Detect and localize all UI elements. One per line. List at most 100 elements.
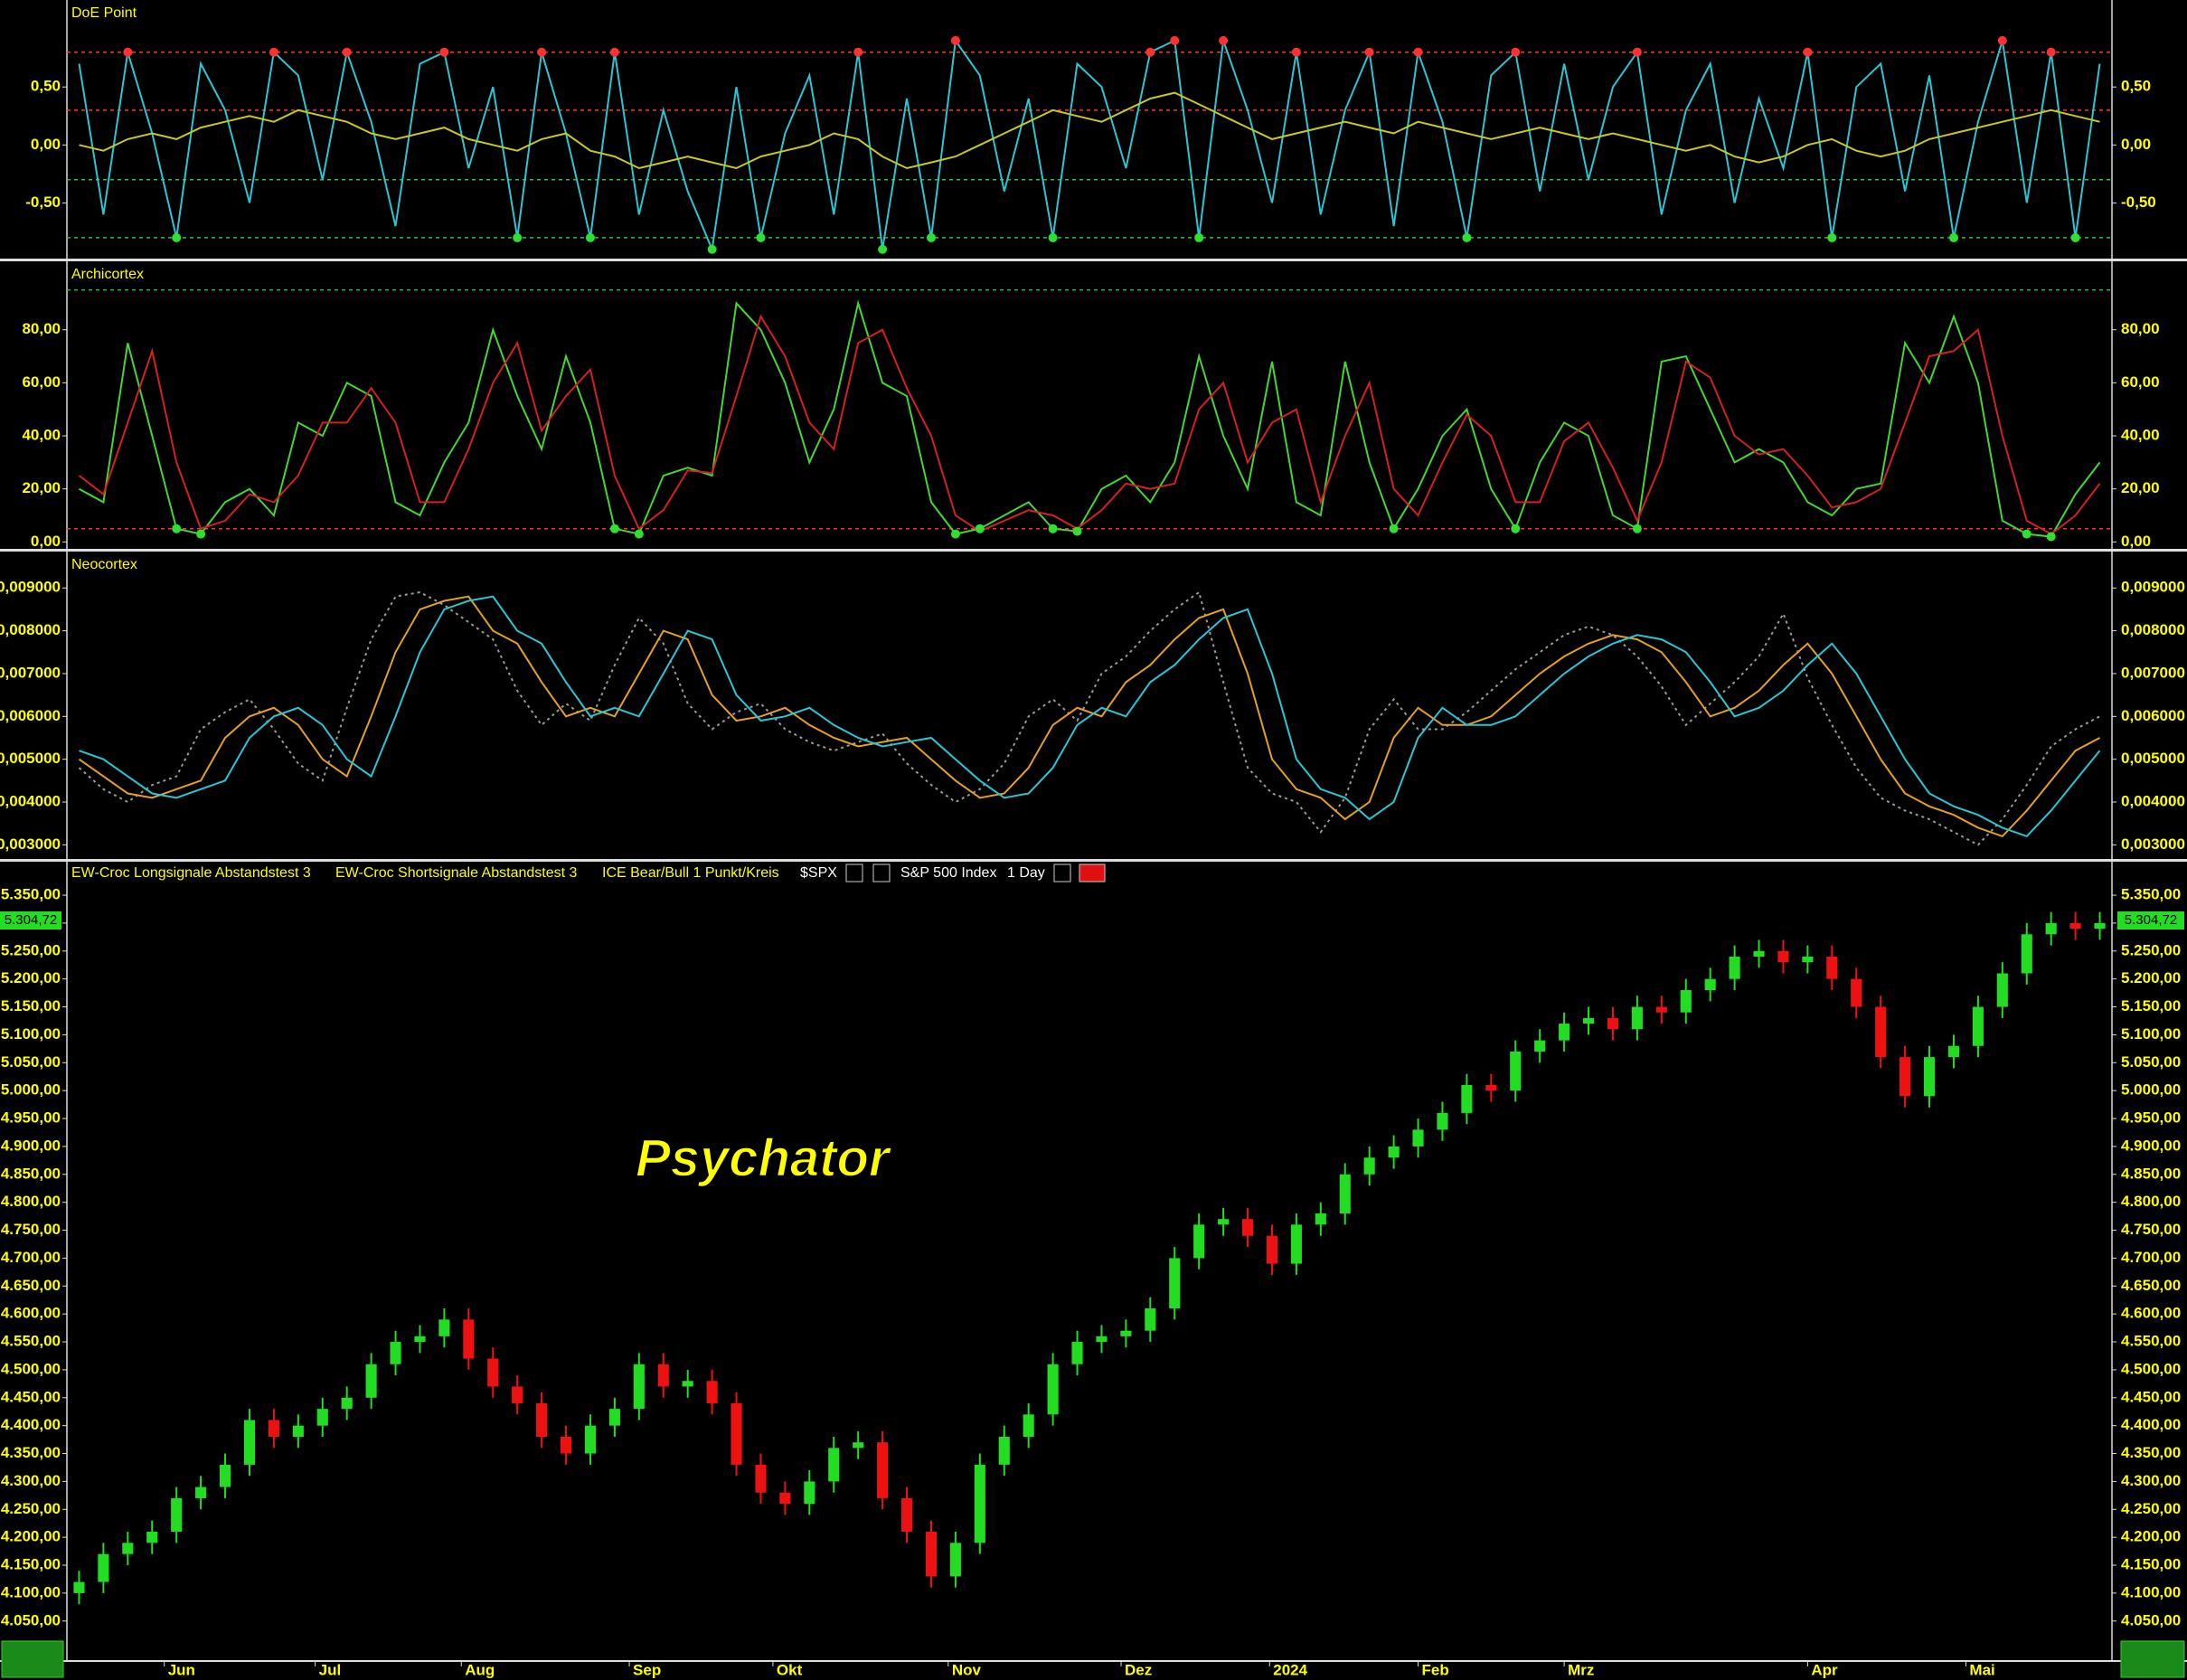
y-tick-label: 40,00 xyxy=(2121,427,2160,444)
y-tick-label: 0,008000 xyxy=(0,621,61,638)
y-tick-label: 5.100,00 xyxy=(1,1025,61,1043)
y-tick-label: 0,005000 xyxy=(0,750,61,767)
candle-body xyxy=(512,1386,523,1403)
candle-body xyxy=(1266,1235,1278,1264)
candle-body xyxy=(1193,1224,1205,1259)
signal-dot xyxy=(1219,35,1229,45)
signal-dot xyxy=(513,232,523,242)
candle-body xyxy=(1241,1219,1254,1236)
candle-body xyxy=(1851,978,1862,1007)
candle-body xyxy=(1461,1084,1473,1113)
signal-dot xyxy=(269,47,278,57)
y-tick-label: 5.350,00 xyxy=(1,886,61,903)
interval: 1 Day xyxy=(1007,865,1045,881)
candle-body xyxy=(1412,1129,1424,1147)
x-tick-label: Sep xyxy=(633,1661,661,1678)
candle-body xyxy=(365,1364,377,1398)
candle-body xyxy=(390,1342,401,1364)
dropdown[interactable] xyxy=(872,864,891,882)
candle-body xyxy=(487,1358,499,1387)
signal-dot xyxy=(1291,47,1301,57)
y-tick-label: 4.500,00 xyxy=(2121,1360,2181,1377)
signal-dot xyxy=(1170,35,1180,45)
y-tick-label: 0,00 xyxy=(2121,136,2151,153)
candle-body xyxy=(804,1481,815,1505)
candle-body xyxy=(414,1336,426,1343)
candle-body xyxy=(1388,1146,1400,1158)
symbol: $SPX xyxy=(800,865,837,881)
signal-dot xyxy=(172,232,182,242)
candle-body xyxy=(292,1425,304,1438)
y-tick-label: 5.350,00 xyxy=(2121,886,2181,903)
y-tick-label: 4.800,00 xyxy=(1,1193,61,1210)
signal-dot xyxy=(707,244,717,254)
candle-body xyxy=(463,1319,475,1359)
signal-dot xyxy=(1389,524,1399,533)
legend-item: EW-Croc Shortsignale Abstandstest 3 xyxy=(335,865,577,881)
dropdown[interactable] xyxy=(845,864,863,882)
y-tick-label: 60,00 xyxy=(2121,373,2160,391)
x-tick-label: Dez xyxy=(1125,1661,1152,1678)
y-tick-label: 4.950,00 xyxy=(2121,1109,2181,1127)
y-tick-label: 4.750,00 xyxy=(2121,1221,2181,1238)
candle-body xyxy=(1363,1157,1375,1175)
panel-title: Neocortex xyxy=(71,557,137,572)
series-line xyxy=(78,590,2100,846)
instrument: S&P 500 Index xyxy=(900,865,996,881)
signal-dot xyxy=(439,47,449,57)
last-price-box xyxy=(0,911,61,930)
corner-button[interactable] xyxy=(2120,1640,2185,1678)
candle-body xyxy=(1437,1112,1448,1130)
candle-body xyxy=(1169,1258,1181,1308)
candle-body xyxy=(1315,1213,1326,1225)
panel-title: DoE Point xyxy=(71,5,137,21)
candle-body xyxy=(171,1497,183,1532)
y-tick-label: 40,00 xyxy=(22,427,61,444)
series-line xyxy=(78,314,2101,535)
candle-body xyxy=(1290,1224,1302,1264)
y-tick-label: 5.000,00 xyxy=(1,1081,61,1099)
toolbar-button[interactable] xyxy=(1079,864,1106,882)
candle-body xyxy=(1704,978,1716,991)
y-tick-label: 4.250,00 xyxy=(1,1500,61,1517)
x-tick-label: Okt xyxy=(777,1661,803,1678)
series-line xyxy=(79,91,2100,170)
signal-dot xyxy=(1632,524,1642,533)
y-tick-label: 60,00 xyxy=(22,373,61,391)
y-tick-label: 0,00 xyxy=(31,136,61,153)
candle-body xyxy=(98,1553,109,1582)
candle-body xyxy=(657,1364,669,1387)
y-tick-label: 4.600,00 xyxy=(1,1305,61,1322)
y-tick-label: 4.450,00 xyxy=(1,1388,61,1405)
signal-dot xyxy=(172,524,182,533)
candle-body xyxy=(146,1531,158,1543)
y-tick-label: 4.700,00 xyxy=(2121,1249,2181,1266)
y-tick-label: 5.050,00 xyxy=(1,1053,61,1071)
y-tick-label: 4.200,00 xyxy=(2121,1528,2181,1545)
signal-dot xyxy=(2046,532,2056,542)
annotation: Psychator xyxy=(636,1128,892,1187)
dropdown[interactable] xyxy=(1053,864,1071,882)
y-tick-label: 0,005000 xyxy=(2121,750,2185,767)
candle-body xyxy=(2021,934,2032,974)
candle-body xyxy=(341,1397,353,1410)
x-tick-label: Jul xyxy=(319,1661,342,1678)
candle-body xyxy=(316,1409,328,1426)
candle-body xyxy=(219,1464,231,1487)
candle-body xyxy=(560,1437,572,1454)
y-tick-label: 4.900,00 xyxy=(1,1137,61,1154)
candle-body xyxy=(195,1487,207,1498)
y-tick-label: 5.250,00 xyxy=(2121,941,2181,958)
signal-dot xyxy=(1072,526,1082,536)
y-tick-label: 5.150,00 xyxy=(2121,997,2181,1015)
corner-button[interactable] xyxy=(1,1640,64,1678)
candle-body xyxy=(633,1364,645,1410)
candle-body xyxy=(731,1402,742,1465)
x-tick-label: Apr xyxy=(1811,1661,1838,1678)
y-tick-label: 20,00 xyxy=(2121,479,2160,496)
x-tick-label: Jun xyxy=(168,1661,195,1678)
signal-dot xyxy=(1048,524,1058,533)
